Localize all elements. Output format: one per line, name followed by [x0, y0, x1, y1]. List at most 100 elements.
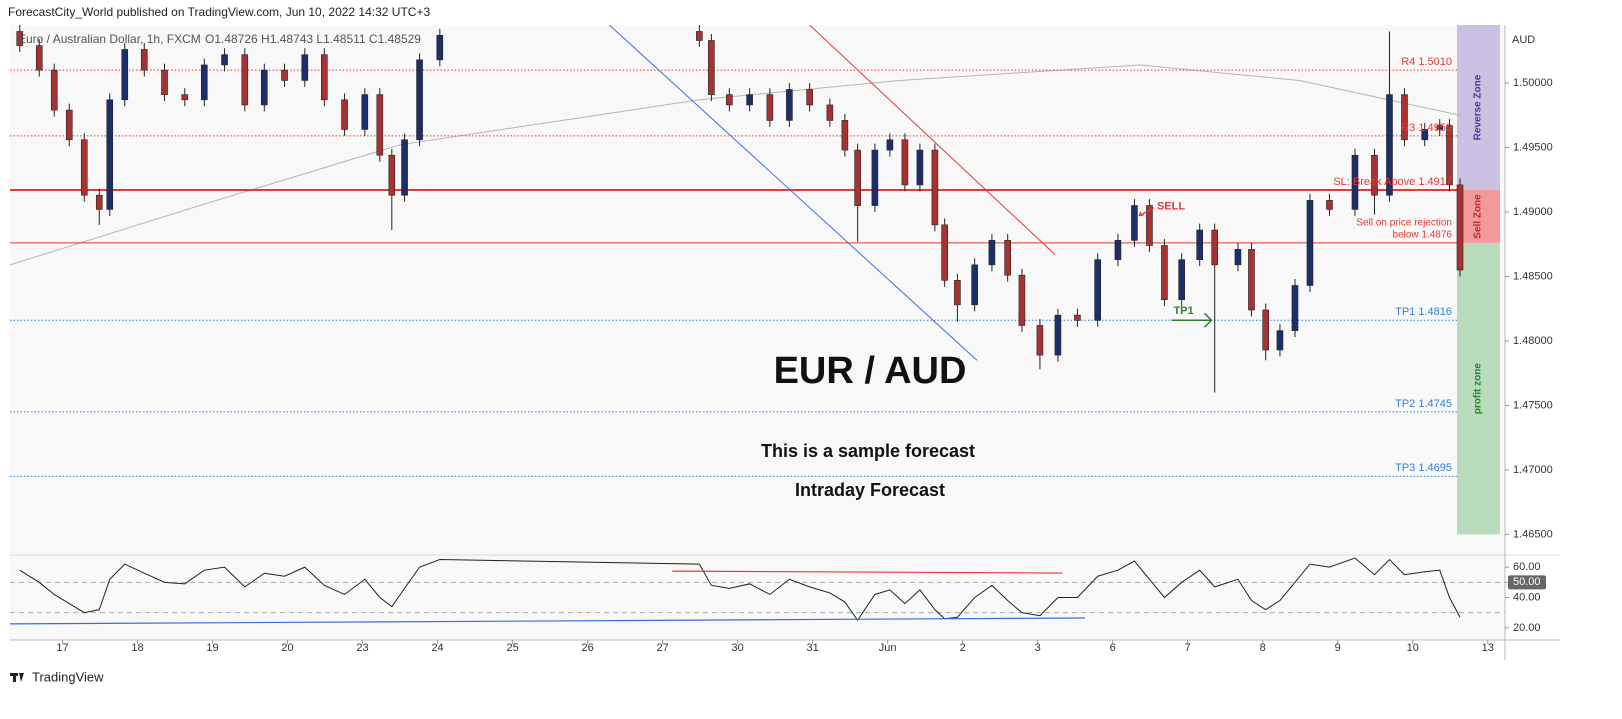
candle-body: [80, 139, 88, 196]
level-label: R4 1.5010: [1401, 56, 1452, 68]
candle-body: [281, 69, 288, 81]
zone: [1457, 25, 1500, 191]
candle-body: [161, 69, 168, 95]
x-tick-label: 31: [807, 642, 819, 654]
candle-body: [1371, 154, 1378, 196]
candle-body: [1054, 314, 1062, 356]
x-tick-label: 6: [1110, 642, 1116, 654]
candle-body: [871, 149, 879, 206]
candle-body: [181, 94, 189, 101]
candle-body: [1291, 285, 1299, 331]
level-label: SL: Break Above 1.4917: [1333, 176, 1452, 188]
candle-body: [401, 139, 408, 196]
subtitle: This is a sample forecast: [761, 441, 975, 461]
candle-body: [1436, 125, 1444, 130]
rsi-pane: [10, 557, 1505, 625]
x-tick-label: 27: [656, 642, 668, 654]
candle-body: [106, 99, 114, 210]
x-tick-label: 8: [1260, 642, 1266, 654]
level-label: R3 1.4959: [1401, 122, 1452, 134]
level-label: TP1 1.4816: [1395, 306, 1452, 318]
candle-body: [1131, 205, 1138, 241]
rsi-tick-label: 60.00: [1513, 561, 1541, 573]
candle-body: [221, 54, 228, 66]
level-label: Sell on price rejection: [1356, 218, 1452, 229]
candle-body: [1004, 240, 1011, 276]
x-tick-label: 23: [356, 642, 368, 654]
candle-body: [1146, 205, 1153, 246]
zone-label: profit zone: [1473, 363, 1484, 415]
candle-body: [376, 94, 384, 156]
note: Intraday Forecast: [795, 480, 945, 500]
plot-bg: [10, 25, 1505, 640]
rsi-tick-label: 50.00: [1513, 576, 1541, 588]
x-tick-label: 17: [56, 642, 68, 654]
x-tick-label: 13: [1482, 642, 1494, 654]
candle-body: [1036, 325, 1044, 356]
candle-body: [726, 94, 733, 106]
candle-body: [200, 64, 208, 101]
candle-body: [988, 240, 996, 266]
candle-body: [1074, 314, 1081, 321]
candle-body: [971, 264, 978, 306]
x-tick-label: 20: [281, 642, 293, 654]
candle-body: [696, 31, 703, 41]
candle-body: [1234, 249, 1242, 266]
candle-body: [1386, 94, 1393, 196]
candle-body: [361, 94, 369, 130]
candle-body: [416, 59, 423, 141]
candle-body: [1262, 309, 1270, 351]
annotation-arrow: [1138, 207, 1155, 217]
candle-body: [1276, 330, 1284, 351]
x-tick-label: Jun: [879, 642, 897, 654]
rsi-tick-box: [1508, 575, 1546, 590]
x-tick-label: 24: [431, 642, 443, 654]
rsi-trendline: [672, 570, 1063, 574]
candle-body: [241, 54, 249, 106]
candle-body: [886, 139, 894, 151]
candle-body: [321, 54, 328, 101]
rsi-line: [19, 557, 1461, 622]
zone: [1457, 190, 1500, 243]
candle-body: [260, 69, 268, 106]
x-tick-label: 10: [1407, 642, 1419, 654]
y-tick-label: 1.47000: [1513, 464, 1553, 476]
candle-body: [388, 154, 396, 196]
rsi-trendline: [10, 617, 1085, 625]
publisher: ForecastCity_World published on TradingV…: [8, 5, 430, 19]
candle-body: [121, 49, 129, 101]
candle-body: [841, 120, 849, 151]
candle-body: [95, 194, 103, 210]
candle-body: [746, 94, 753, 106]
trendline: [609, 25, 978, 361]
annotation: SELL: [1157, 201, 1185, 213]
candle-body: [1306, 200, 1314, 286]
candle-body: [1094, 259, 1101, 321]
overlay: 1.46500 1.47000 1.47500 1.48000 1.48500 1.490…: [56, 56, 1552, 654]
candle-body: [1446, 125, 1453, 186]
y-tick-label: 1.49500: [1513, 141, 1553, 153]
level-label: below 1.4876: [1393, 230, 1453, 241]
price-pane: [10, 25, 1500, 535]
candle-body: [341, 99, 348, 130]
candle-body: [1018, 274, 1026, 326]
candle-body: [1421, 129, 1429, 141]
currency: AUD: [1512, 34, 1535, 46]
candle-body: [806, 89, 813, 106]
symbol: Euro / Australian Dollar, 1h, FXCM: [18, 32, 201, 46]
logo: [10, 673, 24, 682]
candle-body: [854, 149, 861, 206]
x-tick-label: 2: [960, 642, 966, 654]
candle-body: [786, 89, 793, 121]
y-tick-label: 1.46500: [1513, 528, 1553, 540]
candle-body: [826, 104, 834, 121]
candle-body: [1401, 94, 1408, 141]
candle-body: [1456, 184, 1464, 271]
x-tick-label: 19: [206, 642, 218, 654]
annotation-arrow: [1171, 312, 1213, 328]
rsi-tick-label: 20.00: [1513, 622, 1541, 634]
footer-brand: TradingView: [32, 669, 104, 684]
candle-body: [35, 45, 43, 71]
level-label: TP2 1.4745: [1395, 398, 1452, 410]
